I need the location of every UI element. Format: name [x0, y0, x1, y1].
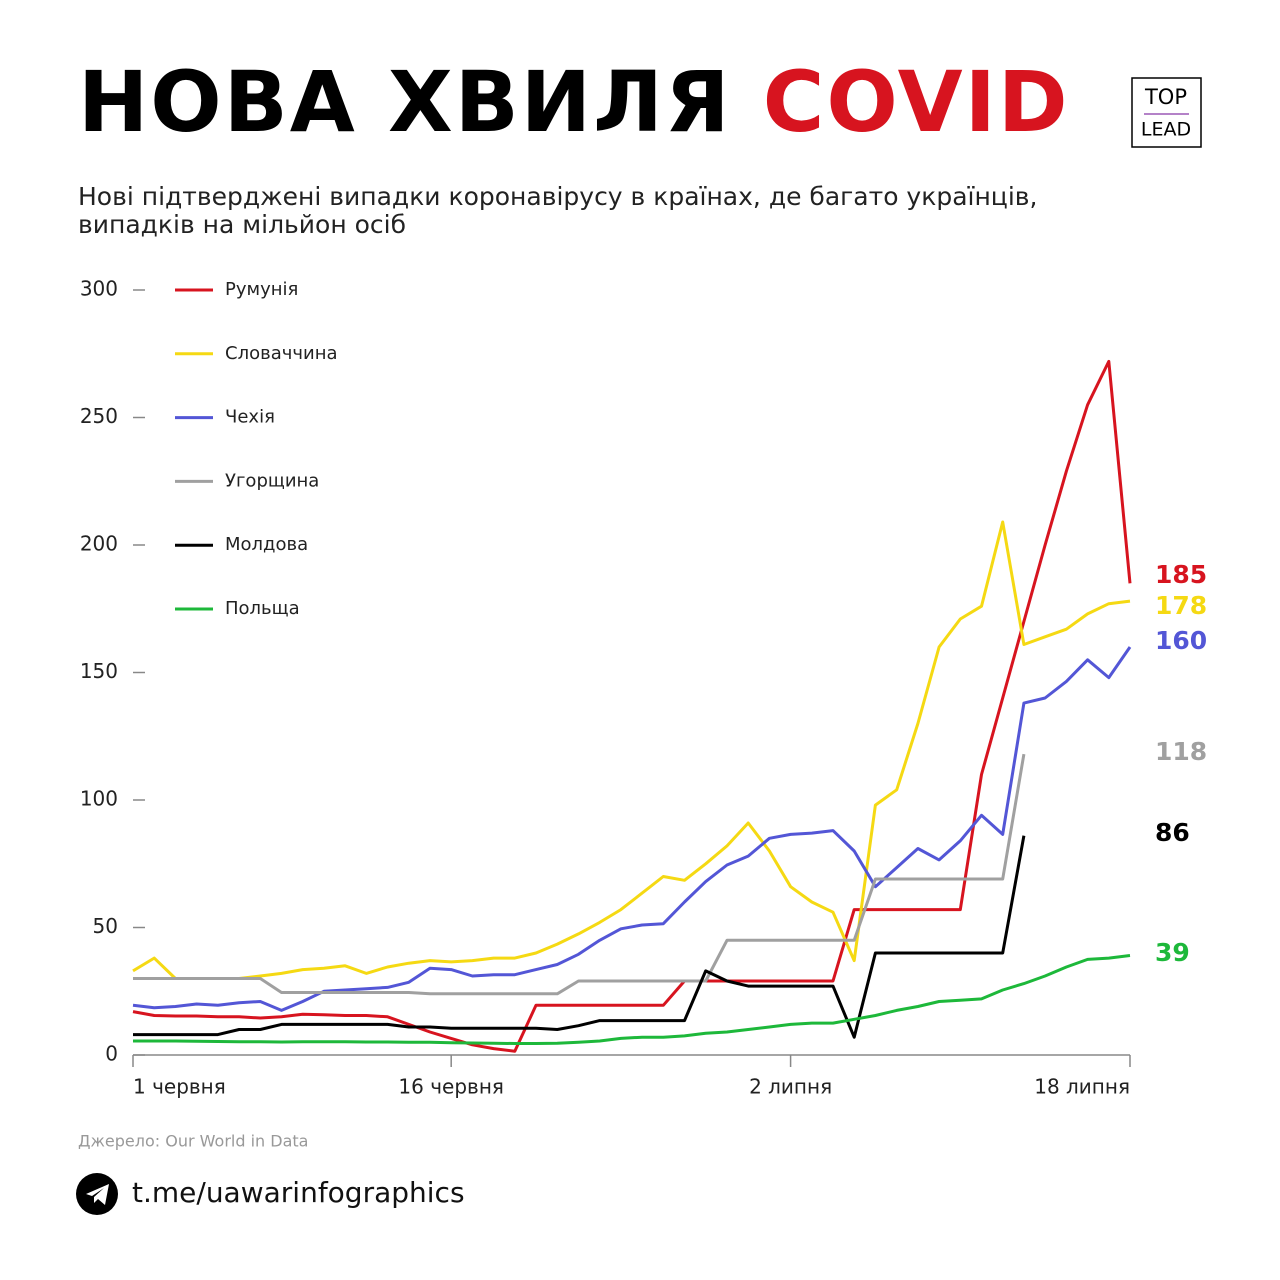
end-label: 185 — [1155, 560, 1207, 589]
logo-bottom: LEAD — [1141, 119, 1191, 141]
series-line — [133, 835, 1026, 1039]
legend-label: Молдова — [225, 534, 308, 555]
subtitle-line: Нові підтверджені випадки коронавірусу в… — [78, 182, 1037, 211]
x-tick-label: 2 липня — [749, 1075, 832, 1099]
title-highlight: COVID — [763, 53, 1070, 151]
end-label: 39 — [1155, 938, 1190, 967]
title-text: НОВА ХВИЛЯ — [78, 53, 732, 151]
y-tick-label: 300 — [80, 277, 118, 301]
y-tick-label: 50 — [93, 914, 118, 938]
series-line — [133, 954, 1131, 1045]
telegram-plane — [86, 1184, 109, 1205]
legend-label: Румунія — [225, 279, 298, 300]
source: Джерело: Our World in Data — [78, 1132, 308, 1151]
series-line — [132, 520, 1131, 980]
telegram-icon — [76, 1173, 118, 1215]
end-label: 178 — [1155, 591, 1207, 620]
x-tick-label: 1 червня — [133, 1075, 226, 1099]
logo-box — [1131, 77, 1202, 148]
end-label: 118 — [1155, 737, 1207, 766]
logo-top: TOP — [1144, 85, 1187, 109]
legend-label: Угорщина — [225, 470, 319, 491]
end-label: 86 — [1155, 818, 1190, 847]
y-tick-label: 100 — [80, 787, 118, 811]
legend-label: Польща — [225, 598, 300, 619]
y-tick-label: 0 — [105, 1042, 118, 1066]
y-tick-label: 150 — [80, 659, 118, 683]
y-tick-label: 250 — [80, 404, 118, 428]
legend-label: Чехія — [225, 407, 275, 428]
series-line — [133, 753, 1026, 996]
series-line — [132, 646, 1132, 1012]
end-label: 160 — [1155, 626, 1207, 655]
x-tick-label: 16 червня — [398, 1075, 504, 1099]
legend-label: Словаччина — [225, 343, 338, 364]
link[interactable]: t.me/uawarinfographics — [132, 1176, 465, 1209]
subtitle-line: випадків на мільйон осіб — [78, 210, 406, 239]
y-tick-label: 200 — [80, 532, 118, 556]
x-tick-label: 18 липня — [1034, 1075, 1130, 1099]
series-line — [132, 359, 1132, 1053]
chart-title: НОВА ХВИЛЯ COVID — [78, 53, 1070, 151]
